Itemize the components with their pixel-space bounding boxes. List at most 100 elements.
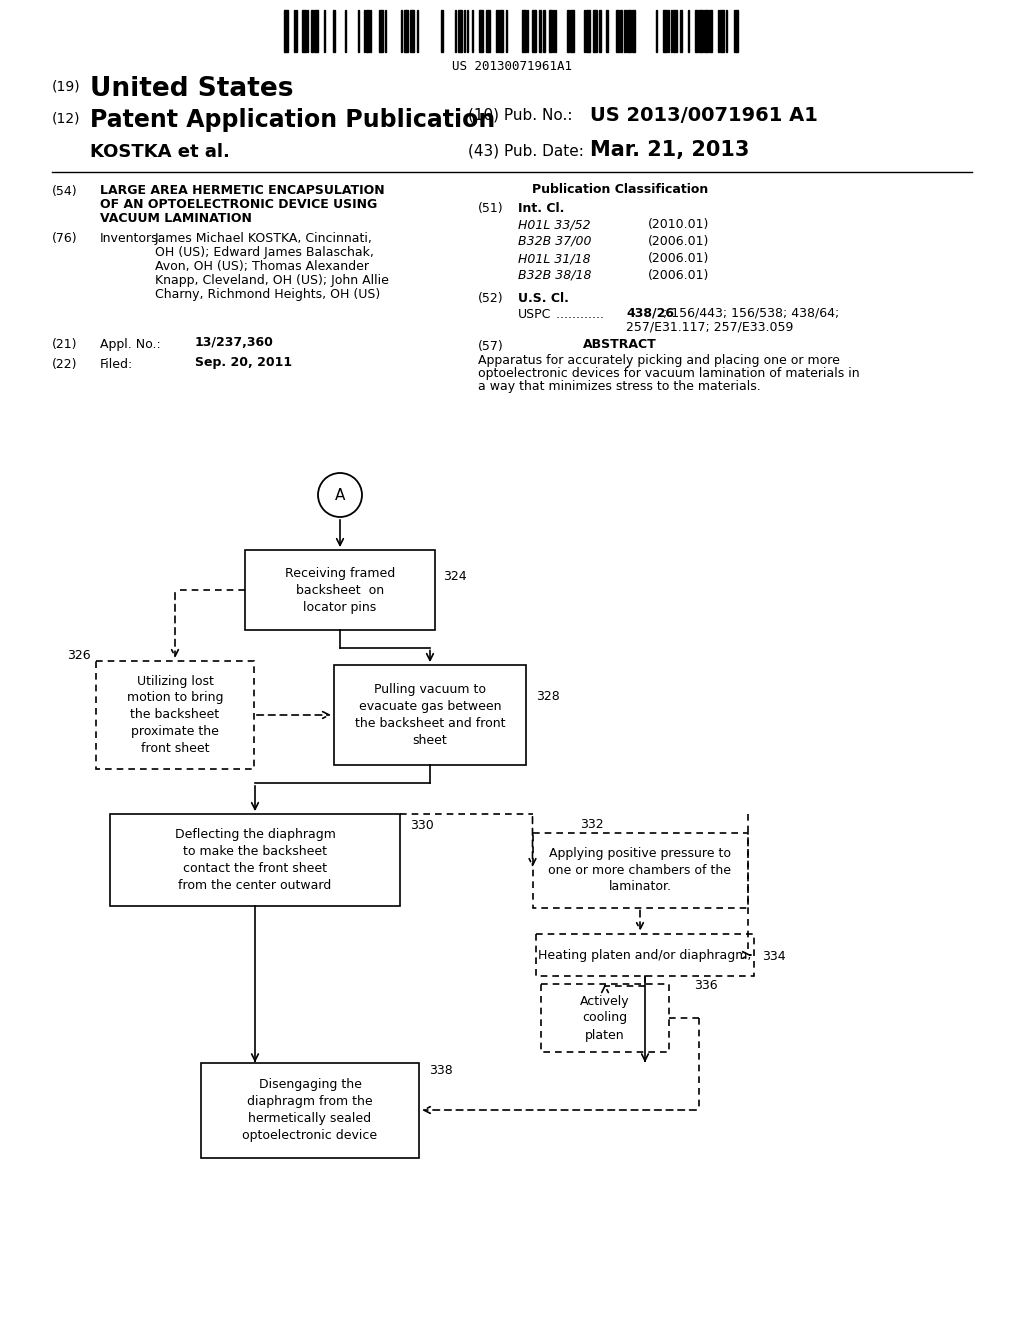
Bar (695, 11, 697, 51)
Bar (385, 11, 386, 51)
Bar (314, 11, 318, 51)
Bar (401, 11, 402, 51)
Text: US 2013/0071961 A1: US 2013/0071961 A1 (590, 106, 818, 125)
Text: 336: 336 (694, 979, 718, 993)
Text: 438/26: 438/26 (626, 306, 674, 319)
Text: 324: 324 (443, 570, 467, 583)
Text: Sep. 20, 2011: Sep. 20, 2011 (195, 356, 292, 370)
Text: (54): (54) (52, 185, 78, 198)
Bar (699, 11, 703, 51)
Bar (296, 11, 297, 51)
Bar (333, 11, 336, 51)
Text: (2010.01): (2010.01) (648, 218, 710, 231)
Bar (616, 11, 618, 51)
Text: B32B 38/18: B32B 38/18 (518, 269, 592, 282)
Text: Apparatus for accurately picking and placing one or more: Apparatus for accurately picking and pla… (478, 354, 840, 367)
Bar (485, 11, 489, 51)
Bar (599, 11, 601, 51)
Text: Mar. 21, 2013: Mar. 21, 2013 (590, 140, 750, 160)
Text: 330: 330 (410, 818, 434, 832)
Text: Utilizing lost
motion to bring
the backsheet
proximate the
front sheet: Utilizing lost motion to bring the backs… (127, 675, 223, 755)
Bar (472, 11, 473, 51)
FancyBboxPatch shape (536, 935, 754, 975)
FancyBboxPatch shape (334, 665, 526, 766)
Bar (625, 11, 626, 51)
Text: Pulling vacuum to
evacuate gas between
the backsheet and front
sheet: Pulling vacuum to evacuate gas between t… (354, 682, 505, 747)
Text: Publication Classification: Publication Classification (531, 183, 709, 195)
Text: VACUUM LAMINATION: VACUUM LAMINATION (100, 213, 252, 224)
Text: B32B 37/00: B32B 37/00 (518, 235, 592, 248)
Bar (540, 11, 541, 51)
Bar (521, 11, 525, 51)
Text: (2006.01): (2006.01) (648, 252, 710, 265)
Text: Charny, Richmond Heights, OH (US): Charny, Richmond Heights, OH (US) (155, 288, 380, 301)
Bar (441, 11, 442, 51)
Text: (2006.01): (2006.01) (648, 235, 710, 248)
Text: Filed:: Filed: (100, 358, 133, 371)
Bar (720, 11, 724, 51)
Text: Patent Application Publication: Patent Application Publication (90, 108, 496, 132)
FancyBboxPatch shape (532, 833, 748, 908)
Text: Disengaging the
diaphragm from the
hermetically sealed
optoelectronic device: Disengaging the diaphragm from the herme… (243, 1078, 378, 1142)
Text: 338: 338 (429, 1064, 453, 1077)
Bar (294, 11, 295, 51)
Text: Knapp, Cleveland, OH (US); John Allie: Knapp, Cleveland, OH (US); John Allie (155, 275, 389, 286)
Text: Avon, OH (US); Thomas Alexander: Avon, OH (US); Thomas Alexander (155, 260, 369, 273)
Bar (302, 11, 306, 51)
Text: Heating platen and/or diaphragm,: Heating platen and/or diaphragm, (539, 949, 752, 961)
Text: Inventors:: Inventors: (100, 232, 163, 246)
Bar (606, 11, 608, 51)
Text: (43) Pub. Date:: (43) Pub. Date: (468, 143, 584, 158)
Bar (499, 11, 503, 51)
Text: US 20130071961A1: US 20130071961A1 (452, 59, 572, 73)
Text: USPC: USPC (518, 308, 551, 321)
Text: optoelectronic devices for vacuum lamination of materials in: optoelectronic devices for vacuum lamina… (478, 367, 859, 380)
Text: (76): (76) (52, 232, 78, 246)
Text: Applying positive pressure to
one or more chambers of the
laminator.: Applying positive pressure to one or mor… (549, 846, 731, 894)
Text: LARGE AREA HERMETIC ENCAPSULATION: LARGE AREA HERMETIC ENCAPSULATION (100, 183, 385, 197)
Text: ABSTRACT: ABSTRACT (583, 338, 656, 351)
Bar (632, 11, 635, 51)
Bar (587, 11, 590, 51)
Text: (2006.01): (2006.01) (648, 269, 710, 282)
Bar (479, 11, 483, 51)
Bar (403, 11, 408, 51)
Text: (12): (12) (52, 112, 81, 125)
Text: James Michael KOSTKA, Cincinnati,: James Michael KOSTKA, Cincinnati, (155, 232, 373, 246)
Text: (52): (52) (478, 292, 504, 305)
Text: ; 156/443; 156/538; 438/64;: ; 156/443; 156/538; 438/64; (663, 306, 840, 319)
FancyBboxPatch shape (201, 1063, 419, 1158)
Bar (673, 11, 677, 51)
Text: a way that minimizes stress to the materials.: a way that minimizes stress to the mater… (478, 380, 761, 393)
Text: Appl. No.:: Appl. No.: (100, 338, 161, 351)
Text: OF AN OPTOELECTRONIC DEVICE USING: OF AN OPTOELECTRONIC DEVICE USING (100, 198, 377, 211)
Text: Actively
cooling
platen: Actively cooling platen (581, 994, 630, 1041)
Text: 326: 326 (68, 649, 91, 663)
Bar (663, 11, 667, 51)
Text: KOSTKA et al.: KOSTKA et al. (90, 143, 229, 161)
Bar (311, 11, 312, 51)
Text: U.S. Cl.: U.S. Cl. (518, 292, 569, 305)
Text: 13/237,360: 13/237,360 (195, 337, 273, 348)
Bar (567, 11, 568, 51)
FancyBboxPatch shape (245, 550, 435, 630)
Bar (496, 11, 498, 51)
Text: (51): (51) (478, 202, 504, 215)
Text: 332: 332 (580, 818, 603, 832)
Text: United States: United States (90, 77, 294, 102)
Bar (286, 11, 288, 51)
Bar (532, 11, 536, 51)
Text: Deflecting the diaphragm
to make the backsheet
contact the front sheet
from the : Deflecting the diaphragm to make the bac… (174, 828, 336, 892)
Bar (718, 11, 719, 51)
Bar (621, 11, 622, 51)
Text: H01L 31/18: H01L 31/18 (518, 252, 591, 265)
Text: 334: 334 (762, 950, 785, 964)
Bar (417, 11, 419, 51)
Text: A: A (335, 487, 345, 503)
Bar (703, 11, 708, 51)
Text: H01L 33/52: H01L 33/52 (518, 218, 591, 231)
Bar (544, 11, 545, 51)
Text: OH (US); Edward James Balaschak,: OH (US); Edward James Balaschak, (155, 246, 374, 259)
Text: (22): (22) (52, 358, 78, 371)
Bar (680, 11, 682, 51)
